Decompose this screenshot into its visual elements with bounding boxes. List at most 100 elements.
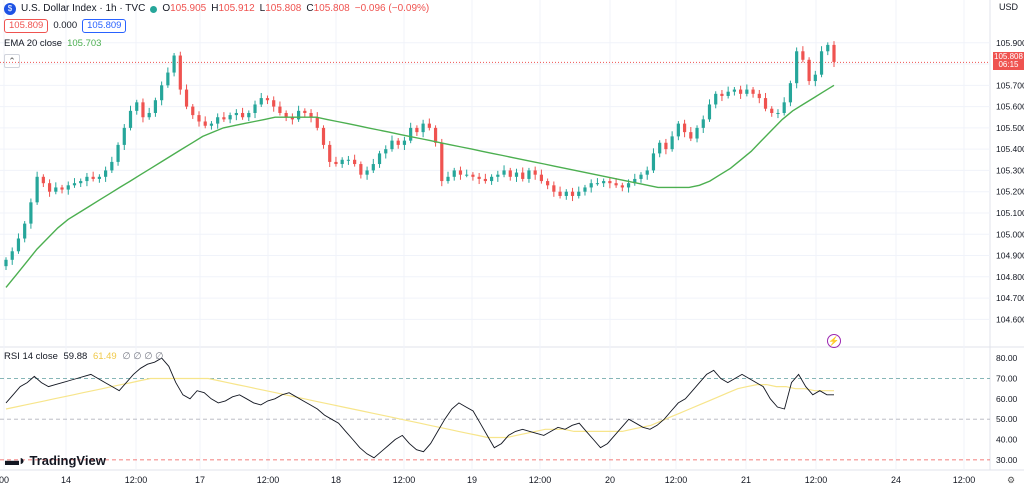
candle-body — [689, 132, 693, 139]
candle-body — [147, 112, 151, 118]
dollar-icon: $ — [4, 3, 16, 15]
candle-body — [396, 140, 400, 145]
candle-body — [141, 102, 145, 118]
change-value: −0.096 (−0.09%) — [354, 3, 430, 14]
candle-body — [72, 183, 77, 186]
candle-body — [66, 185, 70, 190]
main-legend: $ U.S. Dollar Index · 1h · TVC O 105.905 … — [4, 2, 429, 68]
candle-body — [819, 51, 824, 75]
high-value: 105.912 — [218, 3, 255, 14]
symbol-title[interactable]: U.S. Dollar Index · 1h · TVC — [21, 3, 146, 14]
rsi-ma-line — [5, 377, 834, 439]
rsi-legend[interactable]: RSI 14 close 59.88 61.49 ∅ ∅ ∅ ∅ — [4, 351, 163, 362]
time-tick-label: 19 — [467, 475, 477, 485]
candle-body — [284, 112, 288, 118]
candle-body — [651, 153, 656, 171]
spread-value: 0.000 — [53, 20, 78, 31]
candle-body — [521, 172, 525, 179]
buy-button[interactable]: 105.809 — [82, 19, 127, 33]
collapse-legend-button[interactable]: ⌃ — [4, 54, 20, 68]
candle-body — [514, 172, 519, 177]
price-tick-label: 105.600 — [996, 102, 1024, 112]
candle-body — [826, 44, 830, 52]
candle-body — [371, 164, 375, 171]
candle-body — [682, 123, 687, 133]
brand-name: TradingView — [29, 452, 106, 468]
candle-body — [614, 183, 618, 186]
candle-body — [658, 142, 662, 154]
candle-body — [701, 119, 705, 128]
candle-body — [440, 142, 444, 182]
time-tick-label: 12:00 — [805, 475, 828, 485]
candle-body — [471, 174, 475, 177]
candle-body — [776, 112, 780, 114]
tradingview-logo[interactable]: ▬◗ TradingView — [5, 452, 106, 468]
candle-body — [533, 170, 537, 175]
candle-body — [595, 183, 600, 185]
tradingview-mark-icon: ▬◗ — [5, 452, 26, 468]
candle-body — [720, 93, 724, 96]
candle-body — [633, 178, 637, 184]
candle-body — [739, 89, 743, 94]
candle-body — [670, 136, 674, 150]
candle-body — [477, 176, 481, 179]
candle-body — [452, 170, 456, 177]
candle-body — [795, 51, 799, 84]
candle-body — [278, 106, 282, 113]
candle-body — [645, 170, 649, 175]
candle-body — [178, 55, 182, 90]
time-tick-label: 00 — [0, 475, 9, 485]
countdown-value: 06:15 — [998, 60, 1019, 69]
candle-body — [757, 93, 761, 99]
close-label: C — [306, 3, 314, 14]
candle-body — [209, 123, 214, 126]
candle-body — [626, 183, 631, 188]
candle-body — [54, 187, 58, 192]
candle-body — [807, 59, 811, 82]
low-value: 105.808 — [265, 3, 302, 14]
candle-body — [433, 127, 438, 143]
settings-icon[interactable]: ⚙ — [1007, 475, 1016, 485]
time-tick-label: 14 — [61, 475, 71, 485]
ema-legend[interactable]: EMA 20 close 105.703 — [4, 37, 429, 51]
lightning-icon[interactable]: ⚡ — [827, 334, 841, 348]
time-tick-label: 12:00 — [665, 475, 688, 485]
candle-body — [91, 176, 95, 179]
rsi-tick-label: 80.00 — [996, 353, 1018, 363]
candle-body — [377, 153, 382, 165]
candle-body — [110, 161, 114, 171]
rsi-ma-value: 61.49 — [92, 351, 117, 362]
candle-body — [564, 191, 568, 196]
candle-body — [832, 44, 836, 62]
candle-body — [570, 191, 575, 196]
candle-body — [128, 110, 133, 128]
candle-body — [265, 98, 270, 101]
candle-body — [303, 110, 307, 113]
candle-body — [763, 98, 768, 109]
sell-button[interactable]: 105.809 — [4, 19, 49, 33]
price-tick-label: 104.900 — [996, 251, 1024, 261]
price-tick-label: 105.500 — [996, 123, 1024, 133]
candle-body — [458, 170, 463, 175]
candle-body — [365, 170, 369, 175]
price-tick-label: 105.400 — [996, 144, 1024, 154]
candle-body — [751, 89, 755, 94]
candle-body — [334, 161, 338, 165]
candle-body — [639, 174, 643, 179]
candle-body — [527, 170, 531, 179]
rsi-value: 59.88 — [63, 351, 88, 362]
candle-body — [770, 108, 774, 113]
candle-body — [446, 176, 450, 182]
candle-body — [85, 176, 89, 182]
price-tick-label: 105.100 — [996, 208, 1024, 218]
candle-body — [707, 104, 712, 120]
candle-body — [589, 183, 593, 188]
price-tick-label: 105.700 — [996, 80, 1024, 90]
candle-body — [259, 98, 263, 105]
trade-row: 105.809 0.000 105.809 — [4, 16, 429, 33]
price-tick-label: 104.700 — [996, 293, 1024, 303]
currency-label[interactable]: USD — [999, 2, 1019, 12]
candle-body — [166, 72, 170, 86]
candle-body — [813, 74, 817, 82]
